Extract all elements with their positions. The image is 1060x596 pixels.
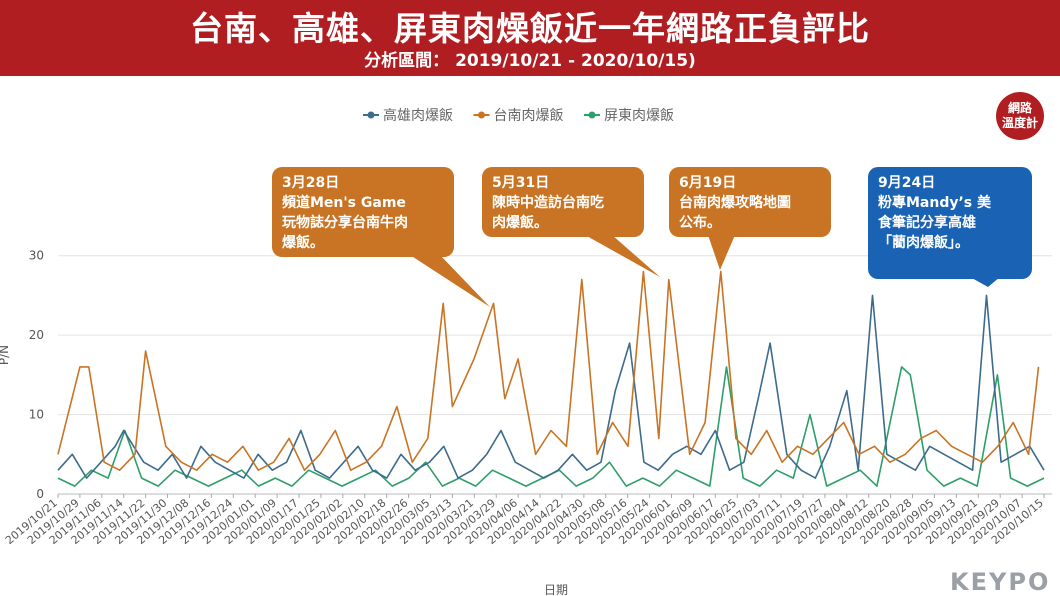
legend: 高雄肉爆飯 台南肉爆飯 屏東肉爆飯	[363, 107, 674, 124]
annotation-line: 爆飯。	[282, 235, 324, 251]
annotation-line: 玩物誌分享台南牛肉	[282, 215, 408, 231]
legend-marker	[588, 111, 596, 119]
annotation-line: 9月24日	[878, 175, 936, 191]
series-line-0	[57, 294, 1045, 479]
keypo-logo: KEYPO	[950, 568, 1051, 596]
title-banner	[0, 0, 1060, 76]
annotation-line: 台南肉爆攻略地圖	[679, 195, 791, 211]
annotation-line: 粉專Mandy’s 美	[878, 195, 992, 211]
callout-pointer	[708, 235, 735, 270]
chart-title: 台南、高雄、屏東肉燥飯近一年網路正負評比	[190, 9, 870, 48]
series-line-2	[57, 366, 1045, 487]
legend-label: 高雄肉爆飯	[383, 107, 453, 124]
chart-axes: 0102030P/N2019/10/212019/10/292019/11/06…	[0, 249, 1046, 596]
annotation-a2: 5月31日陳時中造訪台南吃 肉爆飯。	[482, 167, 644, 237]
annotation-line: 6月19日	[679, 175, 737, 191]
legend-marker	[478, 111, 485, 119]
y-tick-label: 0	[36, 487, 44, 501]
y-axis-label: P/N	[0, 345, 11, 365]
annotation-line: 「藺肉爆飯」。	[878, 235, 969, 251]
legend-marker	[367, 111, 375, 119]
chart-series	[57, 270, 1045, 487]
line-chart: 高雄肉爆飯 台南肉爆飯 屏東肉爆飯 0102030P/N2019/10/212019…	[0, 107, 1052, 596]
annotation-line: 陳時中造訪台南吃	[492, 195, 604, 211]
annotation-line: 5月31日	[492, 175, 550, 191]
callout-pointers	[410, 235, 1000, 307]
legend-label: 台南肉爆飯	[494, 107, 564, 124]
y-tick-label: 10	[29, 408, 44, 422]
annotation-line: 肉爆飯。	[492, 215, 548, 231]
chart-grid	[58, 255, 1052, 495]
x-axis-label: 日期	[544, 583, 568, 596]
chart-subtitle: 分析區間： 2019/10/21 - 2020/10/15)	[364, 51, 696, 71]
annotation-line: 頻道Men's Game	[282, 195, 406, 211]
network-thermometer-badge: 網路 溫度計	[996, 92, 1044, 140]
badge-line2: 溫度計	[1001, 116, 1038, 130]
y-tick-label: 20	[29, 328, 44, 342]
y-tick-label: 30	[29, 249, 44, 263]
callout-pointer	[585, 235, 660, 277]
badge-line1: 網路	[1007, 101, 1032, 115]
legend-label: 屏東肉爆飯	[604, 107, 674, 124]
callout-pointer	[970, 277, 1000, 287]
callout-pointer	[410, 255, 490, 307]
annotation-a1: 3月28日頻道Men's Game 玩物誌分享台南牛肉 爆飯。	[272, 167, 454, 257]
annotation-line: 食筆記分享高雄	[878, 215, 976, 231]
series-line-1	[57, 270, 1040, 471]
annotation-line: 3月28日	[282, 175, 340, 191]
annotation-a4: 9月24日粉專Mandy’s 美食筆記分享高雄 「藺肉爆飯」。	[868, 167, 1032, 279]
annotation-line: 公布。	[679, 215, 721, 231]
annotation-a3: 6月19日台南肉爆攻略地圖 公布。	[669, 167, 831, 237]
